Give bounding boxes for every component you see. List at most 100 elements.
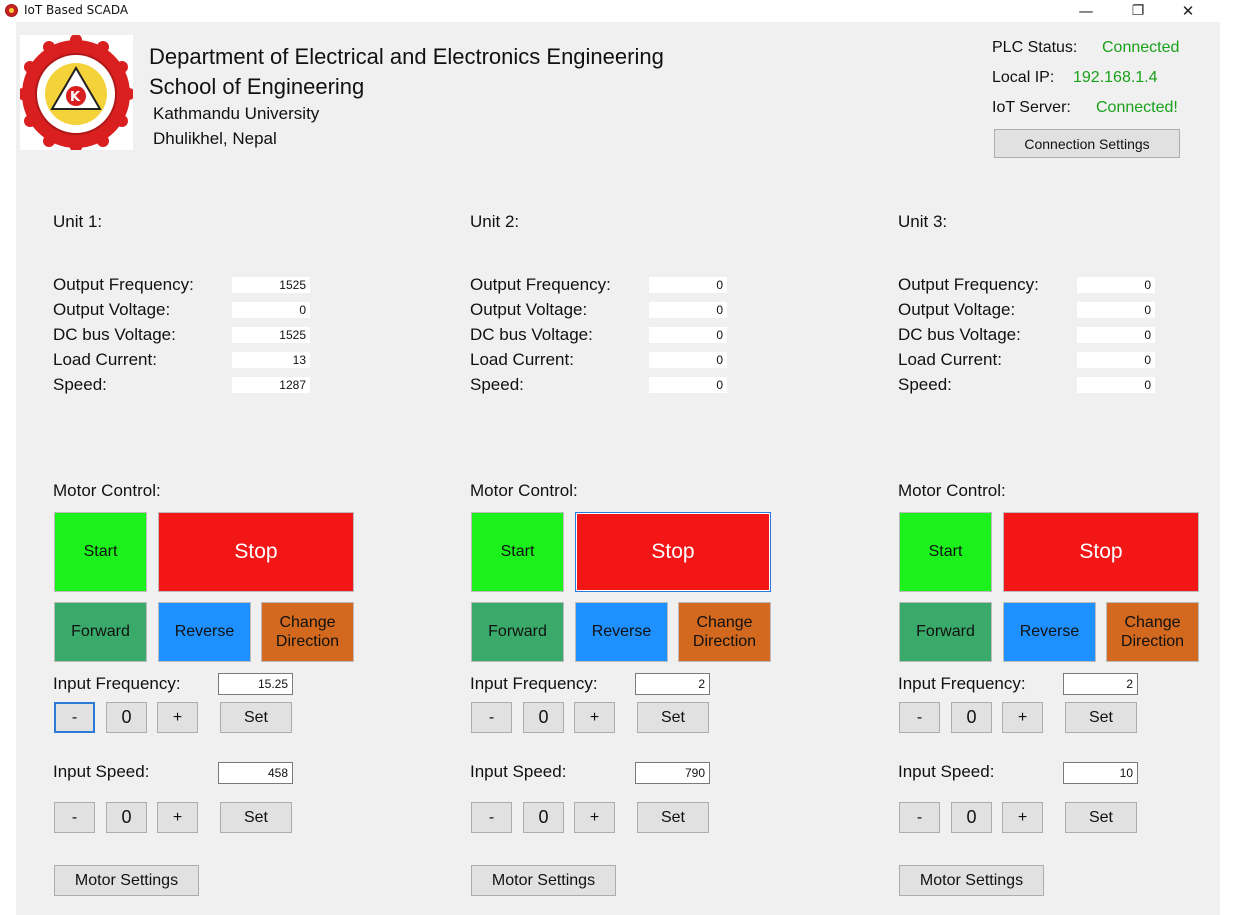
input-speed-label: Input Speed: — [898, 762, 995, 781]
dc-bus-voltage-readout: 0 — [1077, 327, 1155, 343]
input-speed-field[interactable]: 10 — [1063, 762, 1138, 784]
output-frequency-label: Output Frequency: — [53, 275, 194, 294]
speed-set-button[interactable]: Set — [220, 802, 292, 833]
motor-settings-button[interactable]: Motor Settings — [471, 865, 616, 896]
output-frequency-readout: 0 — [1077, 277, 1155, 293]
frequency-zero-button[interactable]: 0 — [106, 702, 147, 733]
stop-button[interactable]: Stop — [575, 512, 771, 592]
input-speed-field[interactable]: 458 — [218, 762, 293, 784]
motor-control-label: Motor Control: — [470, 481, 578, 500]
output-voltage-readout: 0 — [1077, 302, 1155, 318]
app-icon — [5, 4, 18, 17]
motor-control-label: Motor Control: — [53, 481, 161, 500]
stop-button[interactable]: Stop — [1003, 512, 1199, 592]
speed-readout: 0 — [649, 377, 727, 393]
unit-3-title: Unit 3: — [898, 212, 948, 231]
dc-bus-voltage-readout: 1525 — [232, 327, 310, 343]
close-button[interactable]: ✕ — [1181, 2, 1195, 20]
frequency-zero-button[interactable]: 0 — [523, 702, 564, 733]
output-voltage-label: Output Voltage: — [53, 300, 171, 319]
speed-readout: 0 — [1077, 377, 1155, 393]
load-current-label: Load Current: — [53, 350, 157, 369]
frequency-zero-button[interactable]: 0 — [951, 702, 992, 733]
dc-bus-voltage-label: DC bus Voltage: — [898, 325, 1021, 344]
motor-settings-button[interactable]: Motor Settings — [899, 865, 1044, 896]
change-direction-button[interactable]: Change Direction — [1106, 602, 1199, 662]
forward-button[interactable]: Forward — [471, 602, 564, 662]
reverse-button[interactable]: Reverse — [158, 602, 251, 662]
load-current-readout: 0 — [1077, 352, 1155, 368]
speed-set-button[interactable]: Set — [637, 802, 709, 833]
main-panel: K Department of Electrical and Electroni… — [16, 22, 1220, 915]
dc-bus-voltage-label: DC bus Voltage: — [53, 325, 176, 344]
plc-status-label: PLC Status: — [992, 39, 1078, 56]
university-name: Kathmandu University — [153, 104, 320, 123]
frequency-increment-button[interactable]: + — [1002, 702, 1043, 733]
input-frequency-field[interactable]: 2 — [1063, 673, 1138, 695]
input-frequency-label: Input Frequency: — [53, 674, 181, 693]
minimize-button[interactable]: — — [1078, 2, 1094, 20]
forward-button[interactable]: Forward — [54, 602, 147, 662]
frequency-decrement-button[interactable]: - — [471, 702, 512, 733]
motor-control-label: Motor Control: — [898, 481, 1006, 500]
frequency-set-button[interactable]: Set — [220, 702, 292, 733]
input-frequency-label: Input Frequency: — [898, 674, 1026, 693]
reverse-button[interactable]: Reverse — [575, 602, 668, 662]
speed-readout: 1287 — [232, 377, 310, 393]
frequency-increment-button[interactable]: + — [157, 702, 198, 733]
reverse-button[interactable]: Reverse — [1003, 602, 1096, 662]
restore-button[interactable]: ❐ — [1131, 3, 1145, 19]
svg-text:K: K — [70, 90, 81, 105]
speed-set-button[interactable]: Set — [1065, 802, 1137, 833]
local-ip-value: 192.168.1.4 — [1073, 69, 1158, 86]
input-frequency-field[interactable]: 15.25 — [218, 673, 293, 695]
change-direction-button[interactable]: Change Direction — [261, 602, 354, 662]
start-button[interactable]: Start — [471, 512, 564, 592]
department-title: Department of Electrical and Electronics… — [149, 44, 664, 69]
speed-zero-button[interactable]: 0 — [106, 802, 147, 833]
start-button[interactable]: Start — [54, 512, 147, 592]
dc-bus-voltage-label: DC bus Voltage: — [470, 325, 593, 344]
dc-bus-voltage-readout: 0 — [649, 327, 727, 343]
output-frequency-readout: 0 — [649, 277, 727, 293]
plc-status-value: Connected — [1102, 39, 1180, 56]
frequency-set-button[interactable]: Set — [1065, 702, 1137, 733]
forward-button[interactable]: Forward — [899, 602, 992, 662]
school-title: School of Engineering — [149, 74, 365, 99]
load-current-label: Load Current: — [470, 350, 574, 369]
load-current-readout: 13 — [232, 352, 310, 368]
connection-settings-button[interactable]: Connection Settings — [994, 129, 1180, 158]
stop-button[interactable]: Stop — [158, 512, 354, 592]
speed-label: Speed: — [898, 375, 952, 394]
speed-decrement-button[interactable]: - — [471, 802, 512, 833]
load-current-readout: 0 — [649, 352, 727, 368]
speed-increment-button[interactable]: + — [157, 802, 198, 833]
change-direction-button[interactable]: Change Direction — [678, 602, 771, 662]
window-title: IoT Based SCADA — [24, 3, 129, 17]
output-voltage-label: Output Voltage: — [898, 300, 1016, 319]
speed-increment-button[interactable]: + — [1002, 802, 1043, 833]
speed-zero-button[interactable]: 0 — [951, 802, 992, 833]
title-bar[interactable]: IoT Based SCADA — ❐ ✕ — [0, 0, 1236, 22]
frequency-decrement-button[interactable]: - — [899, 702, 940, 733]
speed-label: Speed: — [470, 375, 524, 394]
motor-settings-button[interactable]: Motor Settings — [54, 865, 199, 896]
speed-decrement-button[interactable]: - — [899, 802, 940, 833]
speed-decrement-button[interactable]: - — [54, 802, 95, 833]
start-button[interactable]: Start — [899, 512, 992, 592]
iot-server-label: IoT Server: — [992, 99, 1071, 116]
output-voltage-label: Output Voltage: — [470, 300, 588, 319]
input-speed-label: Input Speed: — [53, 762, 150, 781]
output-frequency-label: Output Frequency: — [898, 275, 1039, 294]
speed-increment-button[interactable]: + — [574, 802, 615, 833]
unit-1-title: Unit 1: — [53, 212, 103, 231]
frequency-set-button[interactable]: Set — [637, 702, 709, 733]
frequency-decrement-button[interactable]: - — [54, 702, 95, 733]
iot-server-value: Connected! — [1096, 99, 1178, 116]
speed-zero-button[interactable]: 0 — [523, 802, 564, 833]
input-speed-field[interactable]: 790 — [635, 762, 710, 784]
load-current-label: Load Current: — [898, 350, 1002, 369]
input-frequency-field[interactable]: 2 — [635, 673, 710, 695]
output-frequency-readout: 1525 — [232, 277, 310, 293]
frequency-increment-button[interactable]: + — [574, 702, 615, 733]
